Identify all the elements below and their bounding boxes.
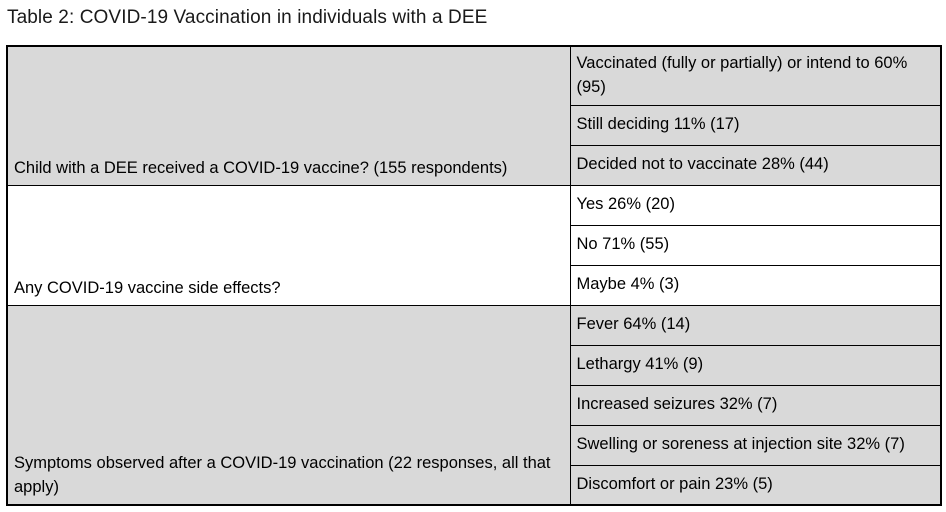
answer-cell: Swelling or soreness at injection site 3… xyxy=(569,424,942,466)
answer-cell: Maybe 4% (3) xyxy=(569,264,942,306)
question-cell: Any COVID-19 vaccine side effects? xyxy=(6,184,571,306)
question-cell: Symptoms observed after a COVID-19 vacci… xyxy=(6,304,571,506)
vaccination-table: Child with a DEE received a COVID-19 vac… xyxy=(6,45,942,506)
answer-cell: No 71% (55) xyxy=(569,224,942,266)
table-caption: Table 2: COVID-19 Vaccination in individ… xyxy=(7,7,488,28)
answer-cell: Fever 64% (14) xyxy=(569,304,942,346)
answer-cell: Yes 26% (20) xyxy=(569,184,942,226)
answer-cell: Vaccinated (fully or partially) or inten… xyxy=(569,45,942,106)
answer-cell: Lethargy 41% (9) xyxy=(569,344,942,386)
question-cell: Child with a DEE received a COVID-19 vac… xyxy=(6,45,571,186)
answer-cell: Discomfort or pain 23% (5) xyxy=(569,464,942,506)
answer-cell: Increased seizures 32% (7) xyxy=(569,384,942,426)
answer-cell: Still deciding 11% (17) xyxy=(569,104,942,146)
answer-cell: Decided not to vaccinate 28% (44) xyxy=(569,144,942,186)
